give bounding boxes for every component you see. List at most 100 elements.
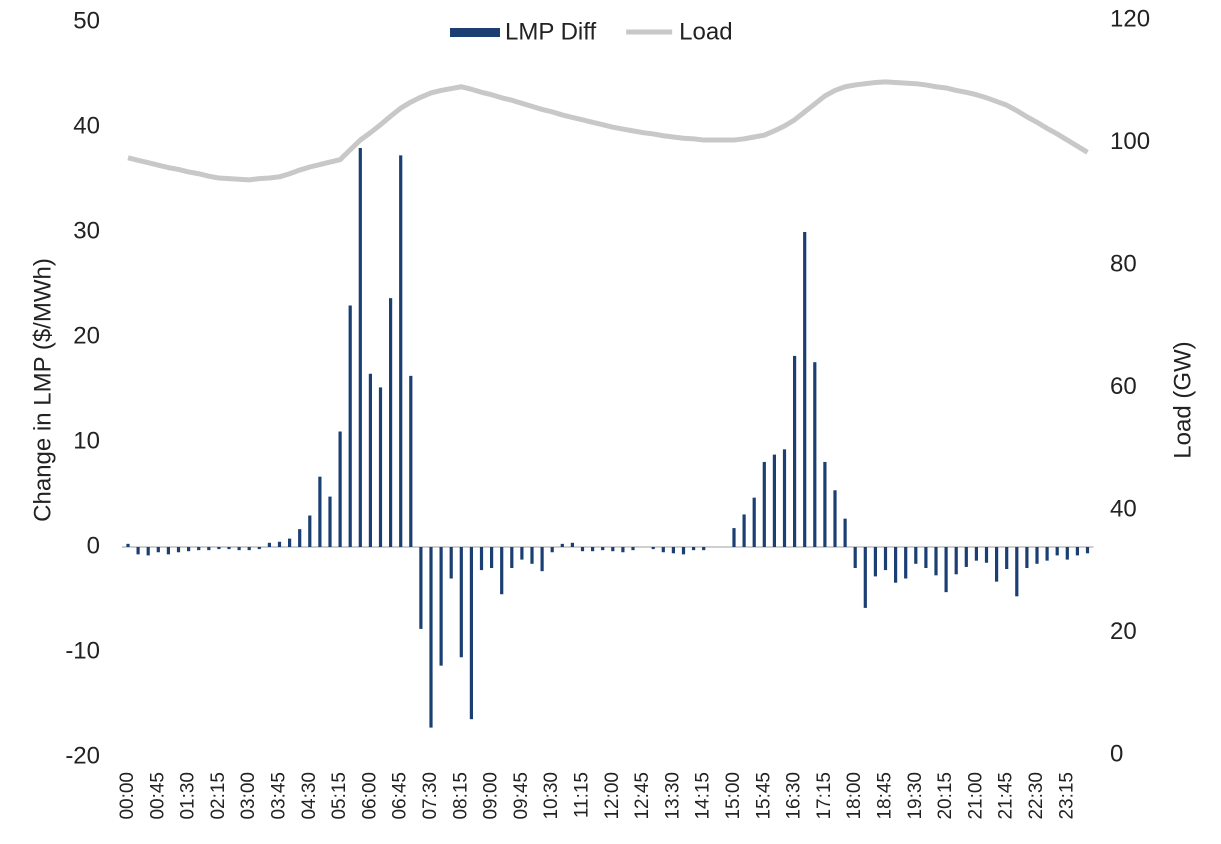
y-tick-label: 30 [73,217,100,244]
y-tick-label: -10 [65,637,100,664]
y2-tick-label: 100 [1110,128,1150,155]
x-tick-label: 17:15 [814,772,835,820]
x-tick-label: 16:30 [784,772,805,820]
bar [924,547,928,568]
bar [964,547,968,567]
bar [984,547,989,563]
x-tick-label: 09:45 [511,772,532,820]
bar [651,547,655,550]
bar [914,547,918,564]
bar [328,496,332,547]
bar [591,547,595,552]
bar [1085,547,1090,554]
x-tick-label: 12:45 [632,772,653,820]
bar [944,547,948,593]
x-tick-label: 06:00 [359,772,380,820]
bar [176,547,181,553]
bar [368,373,372,547]
bar [823,461,827,547]
bar [237,547,241,551]
bar [742,514,746,547]
bar [995,547,999,582]
x-tick-label: 23:15 [1056,772,1077,820]
bar [348,305,352,547]
y-tick-label: 20 [73,322,100,349]
bar [580,547,585,552]
bar [227,547,231,550]
y-tick-label: -20 [65,742,100,769]
bar [904,547,908,579]
x-tick-label: 02:15 [208,772,229,820]
bar [1015,547,1019,597]
bar [156,547,160,553]
bar [500,547,504,595]
bar [520,547,524,560]
x-tick-label: 15:45 [753,772,774,820]
bar [631,547,635,551]
y2-tick-label: 40 [1110,495,1137,522]
legend-label: LMP Diff [505,18,596,45]
bar [833,490,837,547]
bar [510,547,514,568]
x-tick-label: 01:30 [178,772,199,820]
bar [570,542,574,547]
bar [843,518,847,547]
bar [277,541,282,547]
y2-tick-label: 60 [1110,373,1137,400]
y-tick-label: 40 [73,112,100,139]
bar [692,547,696,551]
bar [136,547,140,555]
bar [671,547,675,554]
x-tick-label: 04:30 [299,772,320,820]
bar [621,547,625,553]
y2-tick-label: 120 [1110,5,1150,32]
bar [954,547,958,575]
bar [540,547,544,572]
bar [267,542,271,547]
y-axis-title: Change in LMP ($/MWh) [29,258,56,522]
bar [732,528,736,547]
bar [308,515,312,547]
bar [429,547,433,728]
x-tick-label: 00:00 [117,772,138,820]
legend-label: Load [679,18,732,45]
bar [146,547,150,556]
bar [853,547,857,568]
x-tick-label: 12:00 [602,772,623,820]
bar [863,547,867,608]
line [127,79,1089,183]
bar [1035,547,1039,564]
bar [288,538,292,547]
bar [611,547,615,552]
bar [439,547,443,666]
bar [187,547,191,552]
bar [1045,547,1049,561]
bar [702,547,706,551]
bar [873,547,877,577]
bar [550,547,554,553]
x-tick-label: 20:15 [935,772,956,820]
x-tick-label: 14:15 [693,772,714,820]
bar [358,148,362,547]
x-tick-label: 22:30 [1026,772,1047,820]
bar [409,375,413,547]
bar [782,449,787,547]
y-tick-label: 50 [73,7,100,34]
x-tick-label: 08:15 [450,772,471,820]
x-tick-label: 21:00 [965,772,986,820]
bar [247,547,251,551]
bar [469,547,473,720]
bar [1005,547,1009,570]
bar [126,543,130,547]
x-tick-label: 10:30 [541,772,562,820]
bar [257,547,261,550]
y2-tick-label: 0 [1110,740,1123,767]
x-tick-label: 00:45 [147,772,168,820]
y2-tick-label: 20 [1110,618,1137,645]
y-tick-label: 10 [73,427,100,454]
x-tick-label: 18:00 [844,772,865,820]
x-tick-label: 11:15 [572,772,593,818]
bar [974,547,978,561]
bar [298,529,302,547]
